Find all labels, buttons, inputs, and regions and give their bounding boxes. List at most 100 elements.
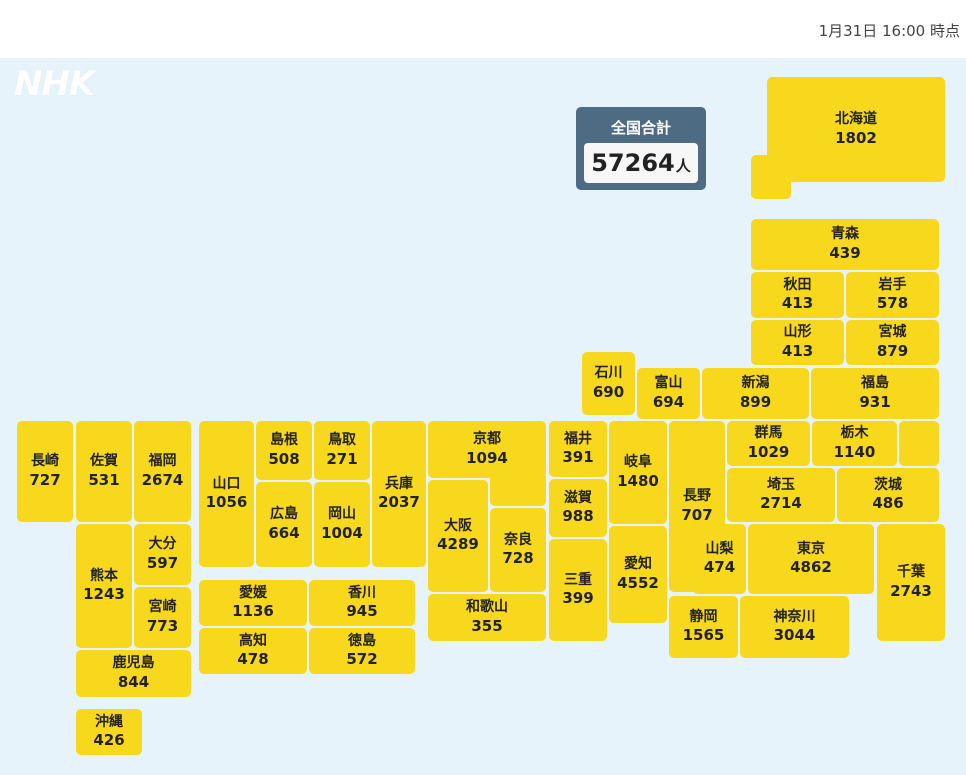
pref-ibaraki[interactable]: 茨城 486 [837, 468, 939, 522]
pref-niigata[interactable]: 新潟 899 [702, 368, 809, 419]
pref-name: 三重 [564, 571, 592, 588]
pref-kyoto[interactable]: 京都 1094 [428, 421, 546, 478]
pref-yamanashi[interactable]: 山梨 474 [693, 524, 746, 594]
pref-kagoshima[interactable]: 鹿児島 844 [76, 650, 191, 697]
pref-hiroshima[interactable]: 広島 664 [256, 482, 312, 567]
pref-saga[interactable]: 佐賀 531 [76, 421, 132, 522]
pref-value: 4289 [437, 535, 479, 554]
pref-osaka[interactable]: 大阪 4289 [428, 480, 488, 592]
pref-hokkaido[interactable]: 北海道 1802 [767, 77, 945, 182]
pref-name: 山形 [783, 324, 812, 341]
pref-gifu[interactable]: 岐阜 1480 [609, 421, 667, 524]
pref-value: 4862 [790, 558, 832, 577]
pref-ishikawa[interactable]: 石川 690 [582, 352, 635, 415]
pref-value: 1565 [682, 626, 725, 645]
pref-name: 熊本 [90, 567, 118, 584]
pref-name: 佐賀 [90, 453, 118, 470]
pref-yamaguchi[interactable]: 山口 1056 [199, 421, 254, 567]
pref-value: 486 [872, 494, 904, 513]
pref-mie[interactable]: 三重 399 [549, 539, 607, 641]
pref-name: 埼玉 [767, 476, 795, 493]
pref-okinawa[interactable]: 沖縄 426 [76, 709, 142, 755]
pref-value: 478 [237, 650, 269, 669]
pref-fukuoka[interactable]: 福岡 2674 [134, 421, 191, 522]
pref-okayama[interactable]: 岡山 1004 [314, 482, 370, 567]
pref-name: 長崎 [31, 453, 59, 470]
pref-name: 長野 [683, 488, 711, 505]
pref-kochi[interactable]: 高知 478 [199, 628, 307, 674]
pref-value: 474 [703, 558, 736, 577]
pref-value: 2743 [890, 581, 932, 600]
pref-tottori[interactable]: 鳥取 271 [314, 421, 370, 480]
pref-name: 岡山 [328, 506, 356, 523]
pref-value: 572 [346, 650, 378, 669]
pref-value: 844 [117, 672, 150, 691]
pref-tochigi[interactable]: 栃木 1140 [812, 421, 897, 466]
pref-value: 1243 [83, 585, 125, 604]
pref-gunma[interactable]: 群馬 1029 [727, 421, 810, 466]
pref-value: 578 [876, 294, 909, 313]
pref-kumamoto[interactable]: 熊本 1243 [76, 524, 132, 648]
pref-shiga[interactable]: 滋賀 988 [549, 479, 607, 537]
pref-wakayama[interactable]: 和歌山 355 [428, 594, 546, 641]
national-total-box: 57264人 [584, 143, 698, 183]
pref-iwate[interactable]: 岩手 578 [846, 272, 939, 318]
pref-name: 岩手 [878, 276, 907, 293]
pref-miyazaki[interactable]: 宮崎 773 [134, 587, 191, 648]
pref-value: 597 [146, 553, 179, 572]
pref-value: 773 [146, 616, 179, 635]
pref-value: 1094 [466, 448, 508, 467]
pref-yamagata[interactable]: 山形 413 [751, 320, 844, 365]
pref-name: 高知 [239, 632, 267, 649]
pref-name: 福島 [861, 375, 889, 392]
pref-name: 福岡 [148, 453, 177, 470]
pref-tokyo[interactable]: 東京 4862 [748, 524, 874, 594]
pref-fukui[interactable]: 福井 391 [549, 421, 607, 477]
national-total-label: 全国合計 [610, 119, 671, 137]
pref-saitama[interactable]: 埼玉 2714 [727, 468, 835, 522]
pref-name: 群馬 [754, 425, 783, 442]
pref-value: 271 [326, 449, 358, 468]
pref-value: 508 [268, 449, 300, 468]
pref-name: 沖縄 [95, 713, 123, 730]
pref-value: 690 [592, 382, 625, 401]
pref-name: 徳島 [348, 632, 376, 649]
pref-value: 391 [562, 448, 594, 467]
pref-aichi[interactable]: 愛知 4552 [609, 526, 667, 623]
pref-value: 1004 [321, 523, 363, 542]
pref-shimane[interactable]: 島根 508 [256, 421, 312, 480]
pref-value: 399 [562, 589, 594, 608]
pref-value: 1140 [833, 442, 876, 461]
pref-name: 東京 [797, 540, 825, 557]
pref-nagasaki[interactable]: 長崎 727 [17, 421, 73, 522]
pref-nara[interactable]: 奈良 728 [490, 508, 546, 592]
pref-name: 大阪 [444, 517, 472, 534]
pref-ehime[interactable]: 愛媛 1136 [199, 580, 307, 626]
pref-name: 北海道 [835, 111, 877, 128]
pref-fukushima[interactable]: 福島 931 [811, 368, 939, 419]
pref-name: 鹿児島 [112, 655, 155, 672]
update-timestamp: 1月31日 16:00 時点 [818, 22, 960, 40]
pref-name: 和歌山 [466, 599, 508, 616]
pref-ibaraki-part[interactable] [899, 421, 939, 466]
pref-aomori[interactable]: 青森 439 [751, 219, 939, 270]
pref-value: 2714 [760, 494, 802, 513]
pref-name: 神奈川 [773, 608, 816, 625]
pref-shizuoka[interactable]: 静岡 1565 [669, 596, 738, 658]
pref-kagawa[interactable]: 香川 945 [309, 580, 415, 626]
top-bar: 1月31日 16:00 時点 [0, 0, 966, 58]
pref-hokkaido-part[interactable] [751, 155, 791, 199]
pref-tokushima[interactable]: 徳島 572 [309, 628, 415, 674]
pref-value: 707 [681, 505, 713, 524]
pref-miyagi[interactable]: 宮城 879 [846, 320, 939, 365]
pref-value: 1480 [617, 471, 659, 490]
pref-name: 福井 [564, 430, 592, 447]
pref-oita[interactable]: 大分 597 [134, 524, 191, 585]
pref-kanagawa[interactable]: 神奈川 3044 [740, 596, 849, 658]
pref-value: 413 [781, 341, 814, 360]
pref-toyama[interactable]: 富山 694 [637, 368, 700, 419]
pref-akita[interactable]: 秋田 413 [751, 272, 844, 318]
pref-chiba[interactable]: 千葉 2743 [877, 524, 945, 641]
pref-hyogo[interactable]: 兵庫 2037 [372, 421, 426, 567]
pref-kyoto-part[interactable] [490, 476, 546, 506]
